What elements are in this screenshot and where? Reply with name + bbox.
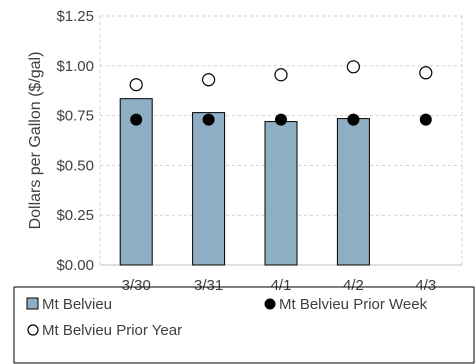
prior-week-marker xyxy=(130,113,143,126)
legend-label: Mt Belvieu Prior Year xyxy=(42,322,182,339)
prior-week-marker xyxy=(419,113,432,126)
y-axis-label: Dollars per Gallon ($/gal) xyxy=(27,52,44,230)
y-tick-label: $0.25 xyxy=(56,207,94,224)
bars xyxy=(119,98,370,266)
x-tick-label: 4/3 xyxy=(415,277,436,294)
prior-year-marker xyxy=(129,78,143,92)
y-tick-labels: $0.00 $0.25 $0.50 $0.75 $1.00 $1.25 xyxy=(56,8,94,274)
bar xyxy=(119,98,153,266)
legend-swatch xyxy=(264,298,276,310)
prior-year-marker xyxy=(274,68,288,82)
legend-box xyxy=(13,286,475,364)
x-tick-label: 4/2 xyxy=(343,277,364,294)
legend-label: Mt Belvieu Prior Week xyxy=(279,296,428,313)
prior-week-marker xyxy=(202,113,215,126)
legend: Mt Belvieu Mt Belvieu Prior Week Mt Belvie… xyxy=(13,286,475,364)
x-tick-labels: 3/30 3/31 4/1 4/2 4/3 xyxy=(122,277,437,294)
markers xyxy=(129,60,433,126)
y-tick-label: $1.00 xyxy=(56,58,94,75)
x-tick-label: 4/1 xyxy=(271,277,292,294)
y-tick-label: $0.00 xyxy=(56,257,94,274)
legend-swatch xyxy=(26,297,39,310)
legend-swatch xyxy=(27,324,39,336)
prior-week-marker xyxy=(347,113,360,126)
prior-year-marker xyxy=(419,66,433,80)
prior-week-marker xyxy=(275,113,287,126)
bar xyxy=(192,112,226,266)
prior-year-marker xyxy=(346,60,360,74)
x-tick-label: 3/30 xyxy=(122,277,151,294)
y-tick-label: $1.25 xyxy=(56,8,94,25)
prior-year-marker xyxy=(202,73,216,87)
y-tick-label: $0.75 xyxy=(56,108,94,125)
y-tick-label: $0.50 xyxy=(56,157,94,174)
bar xyxy=(264,121,298,266)
bar xyxy=(336,118,370,266)
x-tick-label: 3/31 xyxy=(194,277,223,294)
legend-label: Mt Belvieu xyxy=(42,296,112,313)
